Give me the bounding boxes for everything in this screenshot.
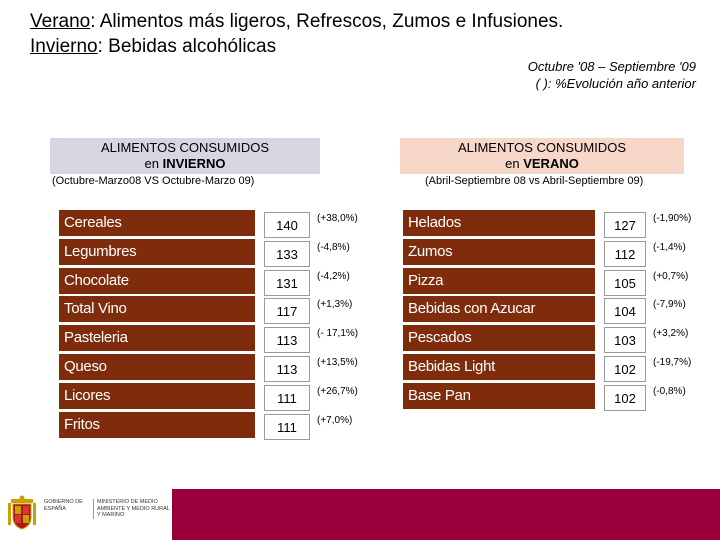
winter-title-prefix: en <box>144 156 163 171</box>
ministry-text: MINISTERIO DE MEDIO AMBIENTE Y MEDIO RUR… <box>93 499 172 519</box>
table-row: Legumbres 133 (-4,8%) <box>59 238 391 267</box>
index-value: 133 <box>264 240 310 267</box>
food-label: Legumbres <box>59 238 255 265</box>
summer-title-line2: en VERANO <box>400 156 684 172</box>
summer-subtitle: (Abril-Septiembre 08 vs Abril-Septiembre… <box>425 175 644 187</box>
winter-label: Invierno <box>30 36 98 57</box>
table-row: Helados 127 (-1,90%) <box>403 209 715 238</box>
table-row: Zumos 112 (-1,4%) <box>403 238 715 267</box>
index-value: 102 <box>604 384 646 411</box>
winter-panel-header: ALIMENTOS CONSUMIDOS en INVIERNO <box>50 138 320 174</box>
table-row: Cereales 140 (+38,0%) <box>59 209 391 238</box>
table-row: Total Vino 117 (+1,3%) <box>59 295 391 325</box>
food-label: Helados <box>403 210 595 236</box>
winter-subtitle: (Octubre-Marzo08 VS Octubre-Marzo 09) <box>52 175 255 187</box>
index-value: 102 <box>604 355 646 382</box>
index-value: 127 <box>604 212 646 238</box>
government-text: GOBIERNO DE ESPAÑA <box>44 499 83 512</box>
change-percent: (- 17,1%) <box>317 328 359 340</box>
change-percent: (+3,2%) <box>653 328 689 340</box>
footer-logo-area: GOBIERNO DE ESPAÑA MINISTERIO DE MEDIO A… <box>0 489 172 540</box>
food-label: Fritos <box>59 411 255 438</box>
food-label: Queso <box>59 353 255 380</box>
winter-title-line2: en INVIERNO <box>50 156 320 172</box>
change-percent: (-1,90%) <box>653 213 692 224</box>
index-value: 131 <box>264 269 310 296</box>
index-value: 117 <box>264 298 310 325</box>
food-label: Pizza <box>403 267 595 294</box>
table-row: Chocolate 131 (-4,2%) <box>59 267 391 296</box>
summer-title-season: VERANO <box>523 156 579 171</box>
summer-description: : Alimentos más ligeros, Refrescos, Zumo… <box>90 11 564 32</box>
food-label: Base Pan <box>403 382 595 409</box>
index-value: 113 <box>264 355 310 382</box>
change-percent: (+38,0%) <box>317 213 358 224</box>
change-percent: (+1,3%) <box>317 299 353 311</box>
food-label: Pescados <box>403 325 595 352</box>
summer-label: Verano <box>30 11 91 32</box>
summer-title-prefix: en <box>505 156 524 171</box>
index-value: 104 <box>604 298 646 325</box>
winter-title-season: INVIERNO <box>162 156 226 171</box>
index-value: 111 <box>264 413 310 440</box>
food-label: Chocolate <box>59 267 255 294</box>
change-percent: (-4,2%) <box>317 270 350 282</box>
winter-description: : Bebidas alcohólicas <box>97 36 277 57</box>
change-percent: (-0,8%) <box>653 385 686 397</box>
index-value: 113 <box>264 327 310 354</box>
table-row: Bebidas Light 102 (-19,7%) <box>403 353 715 382</box>
period-note: ( ): %Evolución año anterior <box>535 76 696 91</box>
summer-table: Helados 127 (-1,90%) Zumos 112 (-1,4%) Pizza… <box>403 209 715 411</box>
index-value: 140 <box>264 212 310 238</box>
index-value: 105 <box>604 269 646 296</box>
change-percent: (+7,0%) <box>317 414 353 426</box>
food-label: Total Vino <box>59 296 255 323</box>
change-percent: (+0,7%) <box>653 270 689 282</box>
change-percent: (+26,7%) <box>317 385 358 397</box>
change-percent: (-7,9%) <box>653 299 686 311</box>
winter-title-line1: ALIMENTOS CONSUMIDOS <box>100 140 270 155</box>
table-row: Bebidas con Azucar 104 (-7,9%) <box>403 295 715 325</box>
food-label: Zumos <box>403 238 595 265</box>
change-percent: (-4,8%) <box>317 241 350 253</box>
header-line-summer: Verano: Alimentos más ligeros, Refrescos… <box>30 11 563 33</box>
food-label: Bebidas Light <box>403 353 595 380</box>
winter-table: Cereales 140 (+38,0%) Legumbres 133 (-4,8%) … <box>59 209 391 440</box>
footer-brand-band <box>172 489 720 540</box>
index-value: 111 <box>264 384 310 411</box>
change-percent: (-1,4%) <box>653 241 686 253</box>
table-row: Fritos 111 (+7,0%) <box>59 411 391 440</box>
summer-title-line1: ALIMENTOS CONSUMIDOS <box>457 140 627 155</box>
period-range: Octubre '08 – Septiembre '09 <box>527 59 696 74</box>
food-label: Cereales <box>59 210 255 236</box>
change-percent: (+13,5%) <box>317 356 358 368</box>
table-row: Queso 113 (+13,5%) <box>59 353 391 382</box>
table-row: Base Pan 102 (-0,8%) <box>403 382 715 411</box>
food-label: Bebidas con Azucar <box>403 296 595 323</box>
coat-of-arms-icon <box>8 495 36 530</box>
index-value: 103 <box>604 327 646 354</box>
footer-bar: GOBIERNO DE ESPAÑA MINISTERIO DE MEDIO A… <box>0 489 720 540</box>
change-percent: (-19,7%) <box>653 356 692 368</box>
table-row: Pizza 105 (+0,7%) <box>403 267 715 296</box>
header-line-winter: Invierno: Bebidas alcohólicas <box>30 36 276 58</box>
food-label: Licores <box>59 382 255 409</box>
table-row: Pescados 103 (+3,2%) <box>403 324 715 354</box>
table-row: Licores 111 (+26,7%) <box>59 382 391 411</box>
table-row: Pasteleria 113 (- 17,1%) <box>59 324 391 354</box>
summer-panel-header: ALIMENTOS CONSUMIDOS en VERANO <box>400 138 684 174</box>
food-label: Pasteleria <box>59 325 255 352</box>
index-value: 112 <box>604 240 646 267</box>
